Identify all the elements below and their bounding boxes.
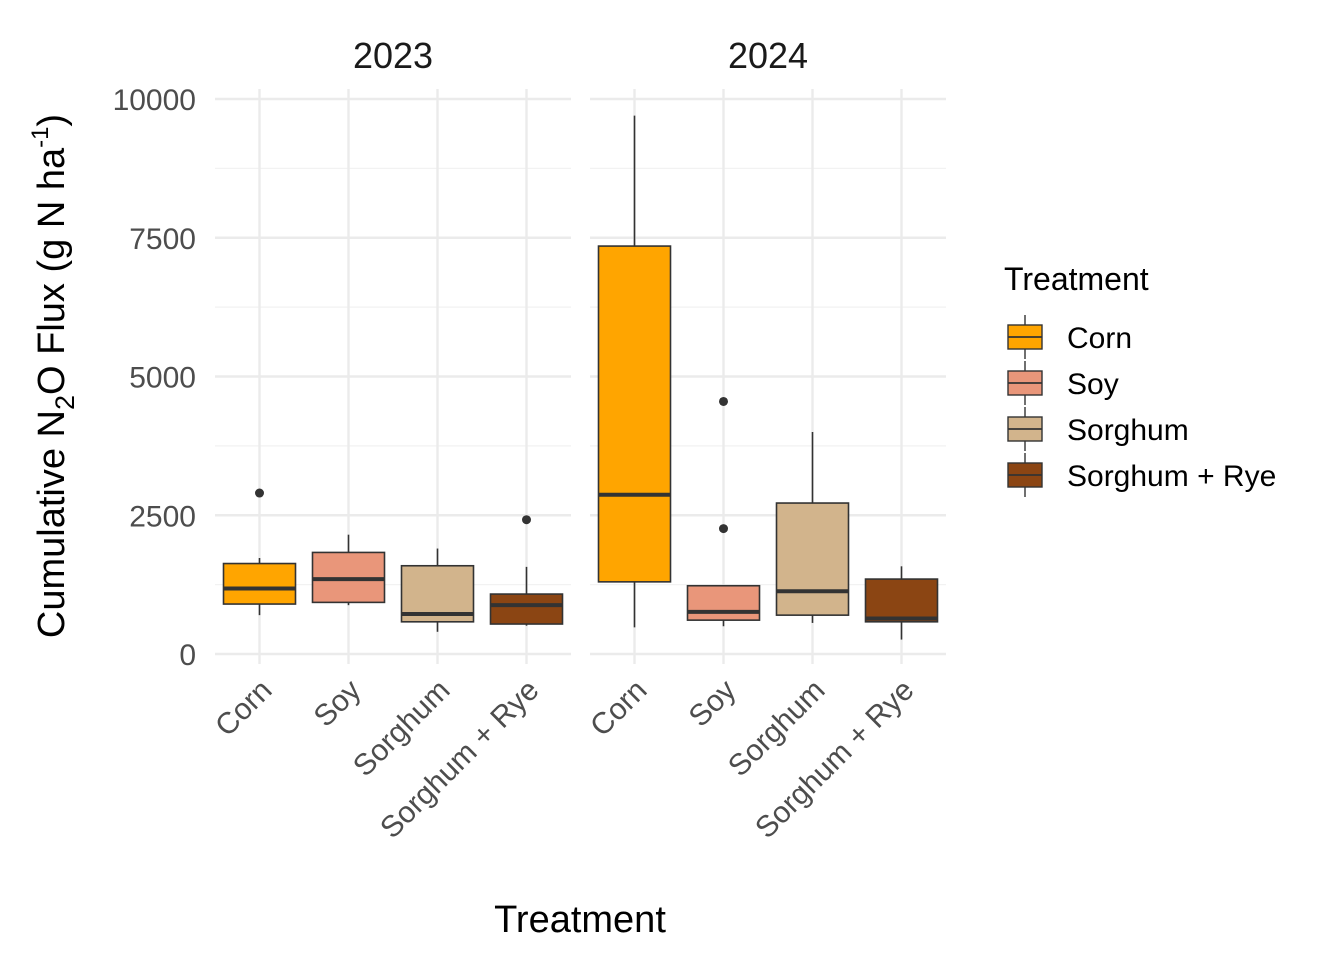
boxplot-soy bbox=[311, 534, 386, 606]
box-body bbox=[686, 584, 761, 621]
outlier-point bbox=[719, 524, 728, 534]
legend-items: Corn Soy Sorghum Sorghum + Rye bbox=[1007, 315, 1276, 497]
boxplot-sorghum bbox=[775, 432, 850, 623]
y-axis-ticks: 0 2500 5000 7500 10000 bbox=[113, 84, 196, 672]
legend-item-sorghum-rye: Sorghum + Rye bbox=[1007, 453, 1276, 497]
boxplot-corn bbox=[222, 488, 297, 616]
box-body bbox=[489, 593, 564, 625]
y-tick-label: 0 bbox=[179, 639, 196, 672]
x-tick-label: Soy bbox=[683, 674, 743, 734]
outlier-point bbox=[522, 515, 531, 525]
legend-item-soy: Soy bbox=[1007, 361, 1119, 405]
legend-label: Sorghum + Rye bbox=[1067, 460, 1276, 493]
legend: Treatment Corn Soy Sorghum Sorghum + Rye bbox=[1004, 261, 1276, 497]
outlier-point bbox=[255, 488, 264, 498]
legend-item-sorghum: Sorghum bbox=[1007, 407, 1189, 451]
boxplot-sorghum-rye bbox=[864, 566, 939, 640]
x-tick-label: Corn bbox=[209, 674, 278, 743]
legend-label: Sorghum bbox=[1067, 414, 1189, 447]
legend-title: Treatment bbox=[1004, 261, 1149, 297]
x-tick-label: Soy bbox=[308, 674, 368, 734]
y-axis-title: Cumulative N2O Flux (g N ha-1) bbox=[27, 114, 80, 638]
box-body bbox=[775, 502, 850, 616]
boxplot-sorghum bbox=[400, 548, 475, 632]
y-tick-label: 2500 bbox=[129, 500, 196, 533]
x-tick-label: Sorghum + Rye bbox=[374, 674, 545, 845]
y-tick-label: 7500 bbox=[129, 223, 196, 256]
y-tick-label: 5000 bbox=[129, 362, 196, 395]
box-body bbox=[864, 578, 939, 623]
x-axis-title: Treatment bbox=[494, 899, 666, 941]
boxplot-corn bbox=[597, 115, 672, 628]
boxplot-sorghum-rye bbox=[489, 515, 564, 626]
box-body bbox=[222, 562, 297, 605]
x-tick-label: Sorghum + Rye bbox=[749, 674, 920, 845]
legend-item-corn: Corn bbox=[1007, 315, 1132, 359]
legend-label: Soy bbox=[1067, 368, 1119, 401]
legend-label: Corn bbox=[1067, 322, 1132, 355]
outlier-point bbox=[719, 396, 728, 406]
x-tick-label: Corn bbox=[584, 674, 653, 743]
facet-label: 2023 bbox=[353, 35, 433, 76]
box-body bbox=[597, 245, 672, 583]
facet-label: 2024 bbox=[728, 35, 808, 76]
y-tick-label: 10000 bbox=[113, 84, 196, 117]
boxplot-soy bbox=[686, 396, 761, 627]
